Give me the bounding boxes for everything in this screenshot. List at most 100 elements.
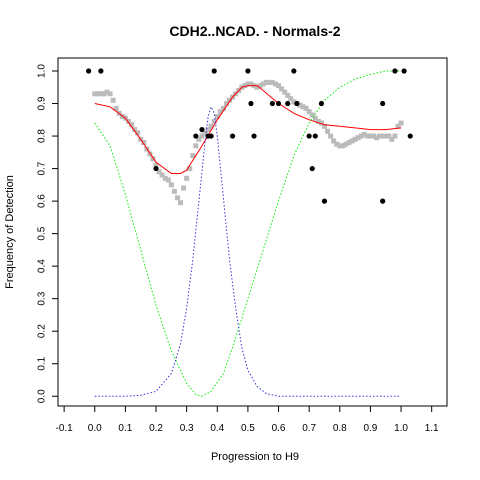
- smoothed-point: [153, 162, 159, 168]
- smoothed-point: [337, 143, 343, 149]
- smoothed-point: [343, 141, 349, 147]
- data-point: [312, 133, 318, 139]
- smoothed-point: [135, 130, 141, 136]
- smoothed-point: [184, 175, 190, 181]
- smoothed-point: [227, 97, 233, 103]
- data-point: [392, 68, 398, 74]
- x-tick-label: 0.6: [272, 423, 286, 434]
- smoothed-point: [132, 127, 138, 133]
- data-point: [291, 68, 297, 74]
- smoothed-point: [150, 156, 156, 162]
- y-axis-label: Frequency of Detection: [4, 175, 16, 289]
- smoothed-point: [276, 83, 282, 89]
- smoothed-point: [141, 140, 147, 146]
- smoothed-point: [104, 89, 110, 95]
- smoothed-point: [325, 128, 331, 134]
- data-point: [153, 165, 159, 172]
- smoothed-point: [361, 131, 367, 137]
- y-tick-label: 0.9: [37, 96, 48, 110]
- smoothed-point: [306, 109, 312, 115]
- smoothed-point: [217, 109, 223, 115]
- data-point: [86, 68, 92, 74]
- smoothed-point: [291, 99, 297, 105]
- data-point: [306, 133, 312, 139]
- data-point: [211, 68, 217, 74]
- x-tick-label: 0.4: [210, 423, 224, 434]
- smoothed-point: [364, 133, 370, 139]
- smoothed-point: [383, 133, 389, 139]
- smoothed-point: [392, 133, 398, 139]
- smoothed-point: [248, 81, 254, 87]
- smoothed-point: [315, 118, 321, 124]
- data-point: [98, 68, 104, 74]
- x-axis: -0.1 0.0 0.1 0.2 0.3 0.4 0.5 0.6 0.7 0.8 0.9 1.0 1.1: [56, 406, 439, 434]
- smoothed-point: [260, 81, 266, 87]
- smoothed-point: [95, 91, 101, 97]
- smoothed-point: [245, 81, 251, 87]
- data-point: [318, 100, 325, 107]
- y-tick-label: 0.5: [37, 226, 48, 240]
- smoothed-point: [242, 83, 248, 89]
- y-tick-label: 0.3: [37, 291, 48, 305]
- smoothed-point: [367, 133, 373, 139]
- smoothed-point: [349, 138, 355, 144]
- smoothed-point: [331, 138, 337, 144]
- smoothed-point: [340, 143, 346, 149]
- y-tick-label: 0.4: [37, 259, 48, 273]
- smoothed-point: [101, 91, 107, 97]
- smoothed-point: [398, 120, 404, 126]
- data-point: [380, 100, 386, 107]
- smoothed-point: [208, 123, 214, 129]
- x-tick-label: 0.9: [363, 423, 377, 434]
- y-tick-label: 0.8: [37, 129, 48, 143]
- dotted-curve: [94, 70, 402, 397]
- data-point: [248, 100, 254, 107]
- smoothed-point: [171, 188, 177, 194]
- smoothed-point: [263, 79, 269, 85]
- data-point: [199, 126, 205, 133]
- smoothed-point: [257, 83, 263, 89]
- smoothed-point: [309, 112, 315, 118]
- smoothed-point: [334, 141, 340, 147]
- smoothed-point: [205, 127, 211, 133]
- smoothed-point: [113, 105, 119, 111]
- smoothed-point: [214, 114, 220, 120]
- x-tick-label: 0.7: [302, 423, 316, 434]
- smoothed-point: [178, 200, 184, 206]
- smoothed-point: [202, 130, 208, 136]
- data-point: [193, 133, 199, 139]
- x-tick-label: 0.0: [88, 423, 102, 434]
- series-layer: [86, 68, 413, 397]
- smoothed-point: [374, 135, 380, 141]
- smoothed-point: [377, 133, 383, 139]
- smoothed-point: [190, 153, 196, 159]
- smoothed-point: [303, 105, 309, 111]
- fitted-curve: [94, 85, 402, 174]
- y-tick-label: 0.0: [37, 389, 48, 403]
- smoothed-point: [389, 136, 395, 142]
- smoothed-point: [254, 84, 260, 90]
- smoothed-point: [107, 91, 113, 97]
- y-tick-label: 0.7: [37, 161, 48, 175]
- smoothed-point: [92, 91, 98, 97]
- data-point: [407, 133, 413, 139]
- y-tick-label: 1.0: [37, 64, 48, 78]
- x-tick-label: 0.8: [333, 423, 347, 434]
- smoothed-point: [386, 133, 392, 139]
- smoothed-point: [266, 79, 272, 85]
- smoothed-point: [181, 185, 187, 191]
- smoothed-point: [300, 104, 306, 110]
- data-point: [251, 133, 257, 139]
- smoothed-point: [288, 96, 294, 102]
- x-tick-label: -0.1: [56, 423, 74, 434]
- data-point: [321, 198, 328, 204]
- smoothed-point: [352, 136, 358, 142]
- smoothed-point: [321, 123, 327, 129]
- smoothed-point: [380, 133, 386, 139]
- x-axis-label: Progression to H9: [211, 451, 299, 463]
- smoothed-point: [159, 172, 165, 178]
- smoothed-point: [110, 97, 116, 103]
- smoothed-point: [223, 101, 229, 107]
